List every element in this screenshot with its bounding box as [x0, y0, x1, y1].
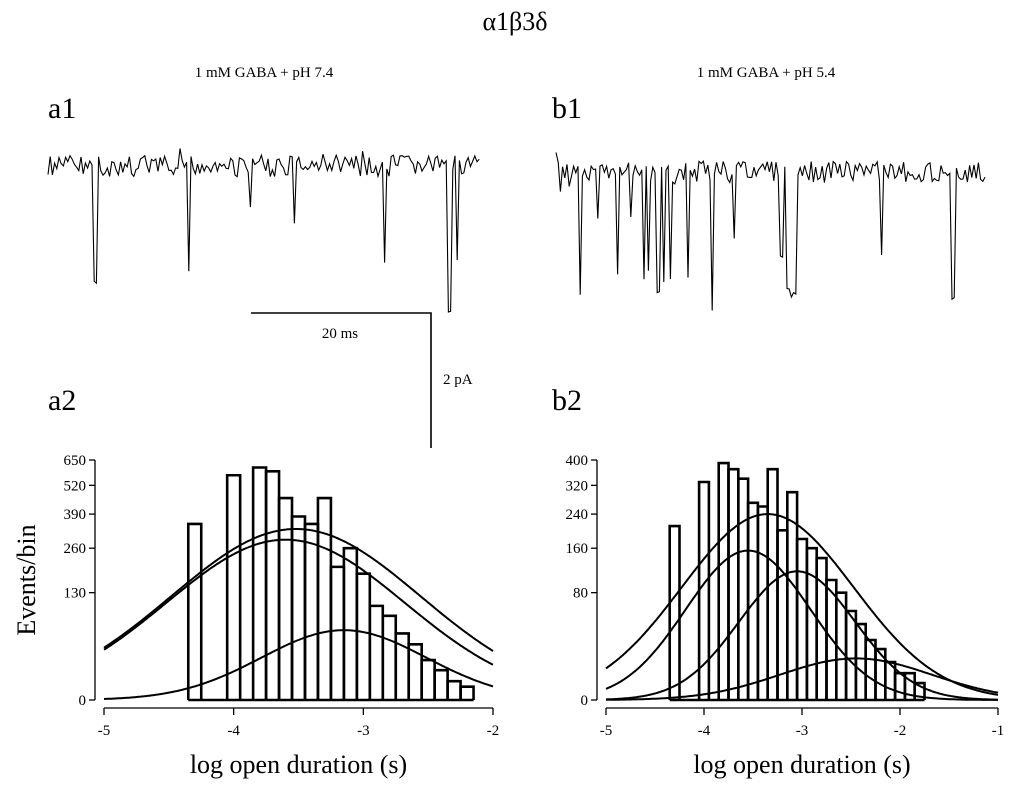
- histogram-bin: [420, 658, 436, 700]
- x-tick-label: -3: [796, 723, 809, 739]
- y-tick-label: 520: [64, 478, 87, 494]
- fit-curve-component-2: [103, 629, 494, 700]
- histogram-bin: [303, 522, 320, 700]
- y-tick-label: 400: [566, 453, 589, 469]
- x-tick-label: -2: [487, 723, 500, 739]
- histogram-bin: [225, 473, 242, 700]
- x-tick-label: -5: [98, 723, 111, 739]
- histogram-bin: [913, 681, 926, 700]
- fit-curve-total-fit: [103, 528, 494, 652]
- histogram-bin: [342, 546, 359, 700]
- histogram-bin: [368, 604, 385, 700]
- y-tick-label: 0: [79, 693, 87, 709]
- histogram-panel-a2: 0 130 260 390 520 650 -5 -4 -3 -2 log open duratio…: [12, 453, 499, 779]
- y-tick-label: 160: [566, 541, 589, 557]
- histogram-bins: [186, 466, 475, 702]
- panel-label-b1: b1: [552, 92, 582, 125]
- y-tick-label: 260: [64, 541, 87, 557]
- histogram-bin: [844, 609, 858, 700]
- x-tick-label: -1: [992, 723, 1005, 739]
- current-trace-a1: [47, 148, 480, 313]
- fit-curve-component-1: [605, 549, 999, 701]
- scale-current-label: 2 pA: [443, 372, 473, 388]
- x-tick-label: -2: [894, 723, 907, 739]
- histogram-bin: [756, 505, 769, 700]
- histogram-bin: [746, 501, 760, 700]
- histogram-bin: [316, 496, 333, 700]
- y-tick-label: 0: [581, 693, 589, 709]
- panel-label-a1: a1: [48, 92, 76, 125]
- fit-curve-component-3: [606, 657, 999, 701]
- x-tick-label: -5: [600, 723, 613, 739]
- histogram-bin: [805, 546, 818, 700]
- histogram-bin: [329, 565, 346, 700]
- fit-curve-component-2: [606, 570, 999, 701]
- histogram-panel-b2: 0 80 160 240 320 400 -5 -4 -3 -2 -1 log open durati…: [566, 453, 1005, 779]
- x-tick-label: -4: [227, 723, 240, 739]
- histogram-bin: [251, 466, 268, 700]
- histogram-bin: [381, 614, 398, 700]
- histogram-bin: [668, 524, 681, 700]
- y-axis-label: Events/bin: [12, 524, 41, 635]
- x-axis-label: log open duration (s): [693, 750, 910, 779]
- scale-bar: [251, 312, 432, 448]
- fit-curve-component-1: [103, 538, 494, 666]
- fit-curve-total-fit: [605, 513, 999, 696]
- histogram-bin: [737, 477, 750, 700]
- histogram-bins: [668, 461, 926, 702]
- y-tick-label: 390: [64, 507, 87, 523]
- x-tick-label: -4: [698, 723, 711, 739]
- current-trace-b1: [555, 152, 986, 311]
- histogram-bin: [727, 467, 740, 700]
- histogram-bin: [433, 668, 449, 700]
- histogram-bin: [290, 515, 307, 700]
- scale-time-label: 20 ms: [322, 326, 358, 342]
- y-tick-label: 320: [566, 478, 589, 494]
- histogram-bin: [446, 679, 462, 700]
- figure-title: α1β3δ: [482, 7, 547, 36]
- left-condition-label: 1 mM GABA + pH 7.4: [195, 65, 334, 81]
- histogram-bin: [264, 470, 281, 700]
- y-tick-label: 650: [64, 453, 87, 469]
- histogram-bin: [864, 638, 877, 700]
- x-axis-label: log open duration (s): [190, 750, 407, 779]
- y-tick-label: 240: [566, 507, 589, 523]
- histogram-bin: [893, 671, 907, 700]
- histogram-bin: [795, 537, 809, 700]
- histogram-bin: [186, 522, 203, 700]
- x-tick-label: -3: [357, 723, 370, 739]
- histogram-bin: [717, 461, 730, 700]
- y-tick-label: 80: [573, 586, 588, 602]
- panel-label-b2: b2: [552, 384, 582, 417]
- histogram-bin: [355, 572, 372, 700]
- right-condition-label: 1 mM GABA + pH 5.4: [697, 65, 836, 81]
- panel-label-a2: a2: [48, 384, 76, 417]
- histogram-bin: [459, 685, 475, 700]
- y-tick-label: 130: [64, 586, 87, 602]
